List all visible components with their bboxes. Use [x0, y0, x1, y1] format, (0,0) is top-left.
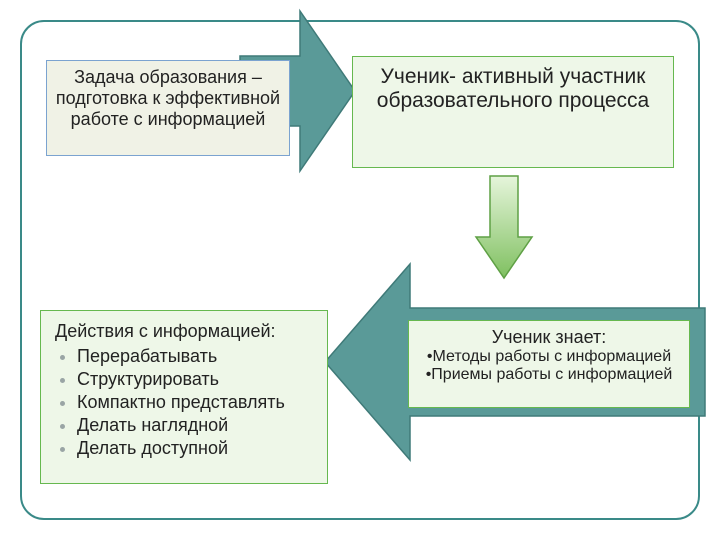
- list-item: Делать доступной: [77, 438, 313, 459]
- list-item: Компактно представлять: [77, 392, 313, 413]
- actions-title: Действия с информацией:: [55, 321, 276, 341]
- list-item: Делать наглядной: [77, 415, 313, 436]
- education-task-box: Задача образования – подготовка к эффект…: [46, 60, 290, 156]
- actions-list: Перерабатывать Структурировать Компактно…: [55, 346, 313, 459]
- actions-box: Действия с информацией: Перерабатывать С…: [40, 310, 328, 484]
- education-task-text: Задача образования – подготовка к эффект…: [56, 67, 280, 129]
- list-item: Перерабатывать: [77, 346, 313, 367]
- student-knows-box: Ученик знает: •Методы работы с информаци…: [408, 320, 690, 408]
- list-item: Структурировать: [77, 369, 313, 390]
- student-knows-line-1: •Методы работы с информацией: [417, 348, 681, 366]
- student-active-text: Ученик- активный участник образовательно…: [377, 65, 649, 112]
- student-active-box: Ученик- активный участник образовательно…: [352, 56, 674, 168]
- student-knows-title: Ученик знает:: [417, 327, 681, 348]
- arrow-down-icon: [472, 172, 536, 282]
- student-knows-line-2: •Приемы работы с информацией: [417, 366, 681, 384]
